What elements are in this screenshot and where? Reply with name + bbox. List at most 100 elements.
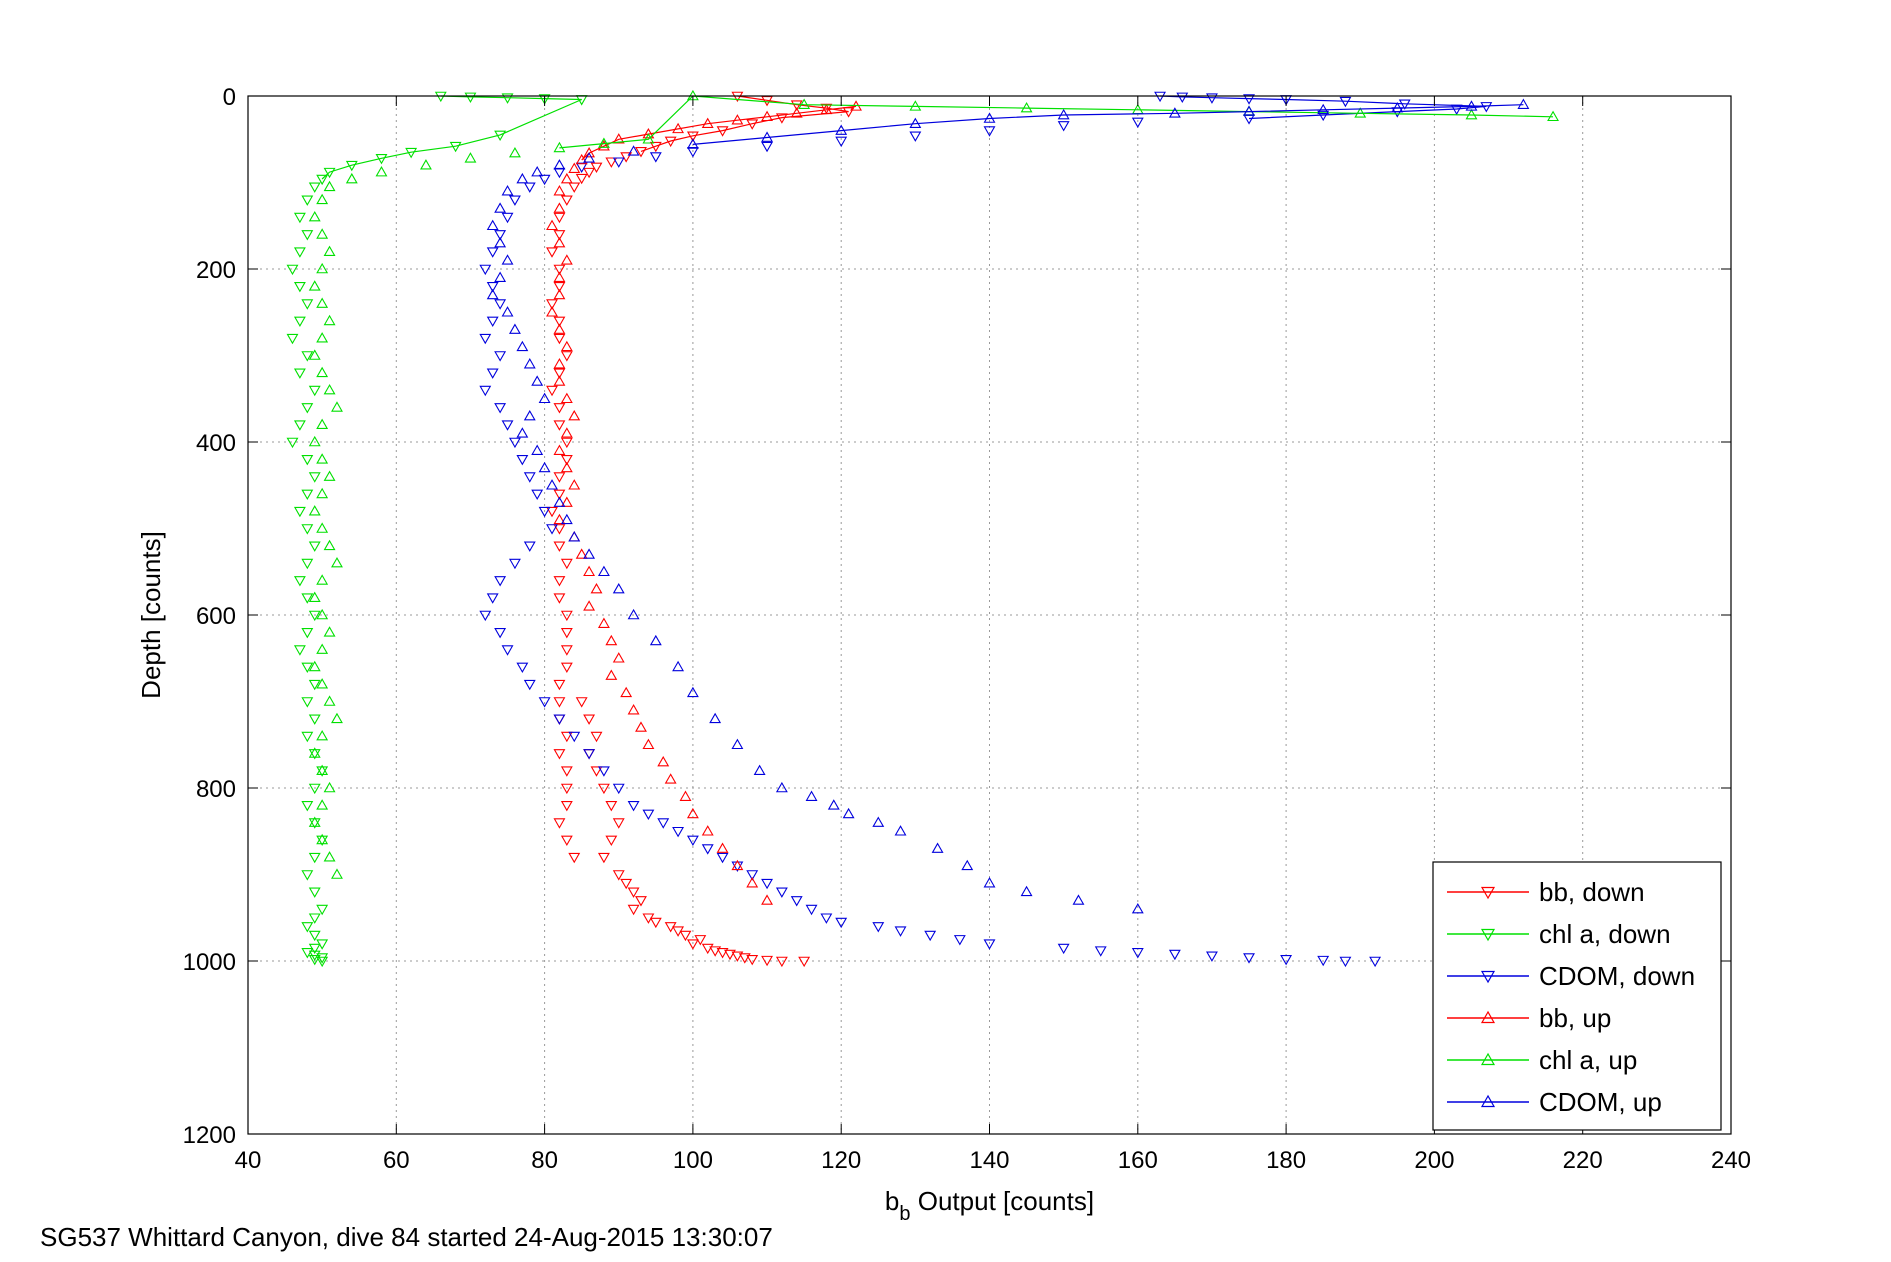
data-point: [331, 712, 343, 724]
x-tick-label: 40: [235, 1147, 262, 1174]
data-point: [1206, 93, 1218, 104]
data-point: [560, 340, 573, 352]
y-tick-label: 600: [196, 603, 236, 630]
data-point: [568, 479, 581, 490]
data-point: [953, 935, 966, 946]
footer-caption: SG537 Whittard Canyon, dive 84 started 2…: [40, 1222, 773, 1252]
data-point: [508, 558, 521, 570]
data-point: [286, 264, 299, 276]
data-point: [761, 110, 773, 122]
data-point: [620, 878, 633, 890]
data-point: [560, 801, 573, 812]
data-point: [293, 420, 306, 431]
legend-marker: [1480, 1052, 1496, 1066]
data-point: [301, 455, 314, 466]
data-point: [568, 852, 581, 864]
legend-box: [1432, 861, 1722, 1131]
data-point: [560, 783, 573, 795]
data-point: [323, 470, 336, 481]
data-point: [308, 349, 321, 360]
data-point: [293, 576, 306, 587]
data-point: [301, 195, 314, 206]
data-point: [1176, 92, 1189, 103]
y-tick-label: 800: [196, 776, 236, 803]
data-point: [805, 904, 818, 916]
data-point: [775, 887, 788, 898]
data-point: [494, 351, 507, 362]
data-point: [612, 133, 625, 144]
data-point: [553, 375, 566, 386]
data-point: [316, 262, 329, 274]
data-point: [835, 136, 848, 148]
tick-layer: 40 60 80 100 120 140 160 180 200 220 240 0 200 400 600…: [183, 84, 1751, 1174]
data-point: [308, 210, 321, 222]
x-tick-label: 140: [969, 1147, 1009, 1174]
data-point: [798, 98, 811, 109]
data-point: [523, 409, 536, 421]
data-point: [523, 541, 536, 552]
data-point: [553, 141, 566, 153]
data-point: [316, 608, 329, 620]
data-point: [308, 182, 321, 193]
data-point: [583, 548, 596, 559]
data-point: [508, 146, 521, 158]
data-point: [546, 479, 558, 490]
data-point: [686, 686, 699, 698]
data-point: [516, 340, 529, 352]
data-point: [323, 539, 336, 551]
data-point: [1547, 110, 1559, 122]
data-point: [345, 172, 358, 184]
series-line: [321, 95, 582, 180]
data-point: [627, 887, 640, 898]
data-point: [293, 506, 306, 518]
data-point: [560, 835, 573, 847]
data-point: [523, 472, 536, 483]
data-point: [820, 103, 833, 115]
data-point: [293, 282, 306, 293]
data-point: [308, 505, 321, 516]
x-tick-label: 80: [531, 1147, 558, 1174]
data-point: [1206, 951, 1218, 962]
data-point: [553, 714, 566, 725]
data-point: [560, 254, 573, 265]
data-point: [316, 833, 329, 845]
data-point: [560, 427, 573, 438]
data-point: [709, 946, 722, 957]
data-point: [293, 316, 306, 328]
data-point: [894, 825, 907, 836]
x-tick-label: 120: [821, 1147, 861, 1174]
data-point: [486, 282, 499, 293]
series-line: [1159, 95, 1487, 120]
data-point: [316, 953, 329, 964]
data-point: [560, 195, 573, 206]
data-point: [553, 496, 566, 507]
data-point: [1057, 943, 1070, 955]
data-point: [568, 182, 581, 193]
data-point: [316, 193, 329, 205]
data-point: [553, 202, 566, 213]
data-point: [553, 489, 566, 501]
data-point: [316, 174, 329, 186]
data-point: [293, 368, 306, 379]
data-point: [553, 818, 566, 829]
data-point: [479, 264, 492, 276]
data-point: [1280, 954, 1293, 966]
data-point: [560, 645, 573, 656]
data-point: [597, 766, 610, 777]
data-point: [494, 628, 507, 639]
data-point: [731, 859, 744, 871]
data-point: [546, 524, 558, 535]
data-point: [1020, 102, 1033, 113]
data-point: [301, 230, 314, 241]
data-point: [590, 766, 603, 777]
data-point: [553, 185, 566, 196]
data-point: [553, 323, 566, 334]
data-point: [627, 145, 640, 156]
data-point: [583, 167, 596, 179]
data-point: [293, 212, 306, 224]
data-point: [872, 922, 885, 933]
data-point: [501, 212, 514, 224]
x-tick-label: 60: [383, 1147, 410, 1174]
data-point: [1243, 114, 1255, 125]
legend-label: CDOM, down: [1539, 961, 1695, 991]
